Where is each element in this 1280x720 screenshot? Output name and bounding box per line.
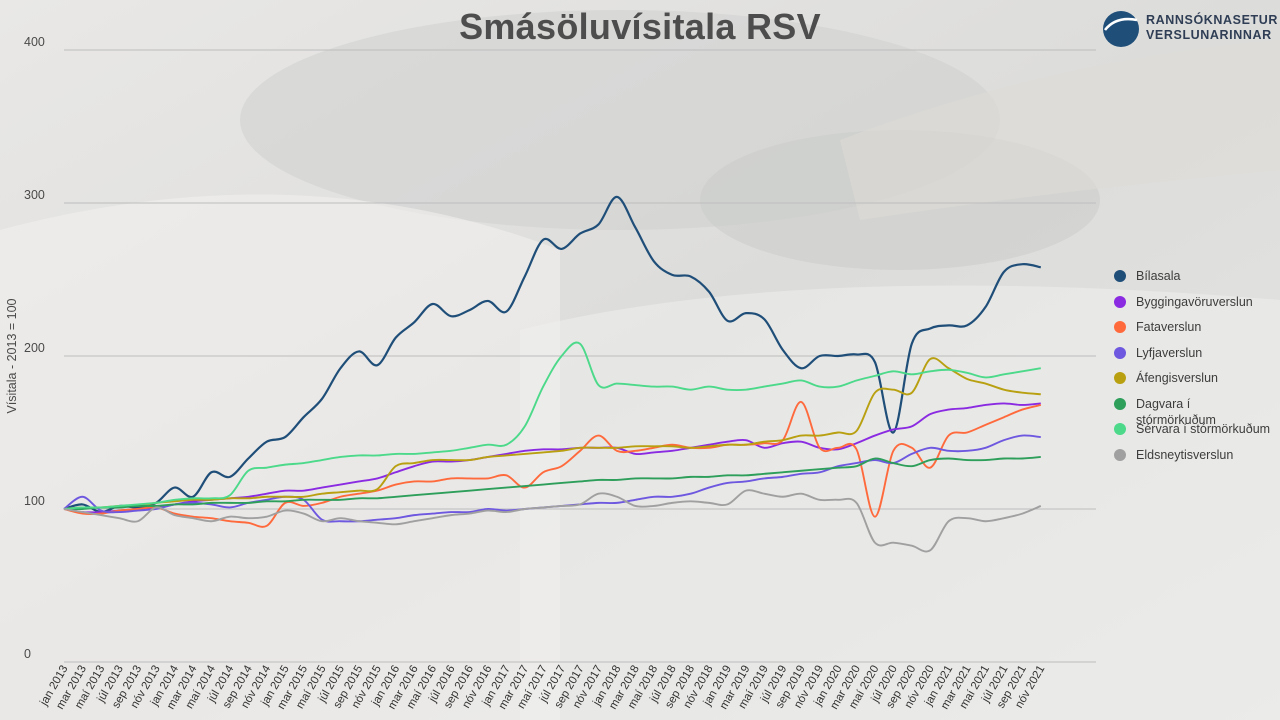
legend-dot-icon [1114, 270, 1126, 282]
logo-line-1: RANNSÓKNASETUR [1146, 13, 1279, 27]
legend-dot-icon [1114, 321, 1126, 333]
y-tick-label: 300 [24, 188, 45, 202]
logo-line-2: VERSLUNARINNAR [1146, 28, 1272, 42]
legend-dot-icon [1114, 346, 1126, 359]
legend-label: Eldsneytisverslun [1136, 447, 1234, 462]
y-tick-label: 400 [24, 35, 45, 49]
legend-item: Áfengisverslun [1114, 370, 1280, 396]
legend-dot-icon [1114, 423, 1126, 435]
series-line [63, 341, 1041, 510]
logo: RANNSÓKNASETUR VERSLUNARINNAR [1102, 10, 1277, 48]
legend-dot-icon [1114, 448, 1126, 461]
legend-item: Eldsneytisverslun [1114, 447, 1280, 473]
legend-item: Fataverslun [1114, 319, 1280, 345]
legend-item: Bílasala [1114, 268, 1280, 294]
y-tick-labels: 0 100 200 300 400 [24, 35, 45, 661]
legend-label: Sérvara í stórmörkuðum [1136, 422, 1271, 436]
legend-label: Bílasala [1136, 269, 1181, 283]
series-line [63, 402, 1041, 514]
series-line [63, 357, 1041, 510]
legend-item: Lyfjaverslun [1114, 345, 1280, 371]
gridlines [64, 49, 1096, 663]
legend-item: Byggingavöruverslun [1114, 294, 1280, 320]
legend-label: Dagvara í stórmörkuðum [1136, 396, 1216, 427]
series-lines [63, 195, 1042, 553]
legend-label: Áfengisverslun [1136, 371, 1218, 385]
legend-dot-icon [1114, 397, 1126, 410]
logo-circle-icon [1103, 11, 1139, 47]
legend-label: Byggingavöruverslun [1136, 294, 1253, 309]
y-tick-label: 0 [24, 647, 31, 661]
series-line [63, 456, 1041, 511]
series-line [63, 400, 1042, 528]
legend-label: Fataverslun [1136, 320, 1202, 334]
y-tick-label: 200 [24, 341, 45, 355]
series-line [63, 489, 1042, 553]
y-axis-label: Vísitala - 2013 = 100 [5, 298, 19, 413]
series-line [63, 195, 1042, 514]
legend-item: Sérvara í stórmörkuðum [1114, 421, 1280, 447]
chart-title: Smásöluvísitala RSV [459, 6, 821, 47]
y-tick-label: 100 [24, 494, 45, 508]
legend-item: Dagvara í stórmörkuðum [1114, 396, 1280, 427]
legend: Bílasala Byggingavöruverslun Fataverslun Ly… [1114, 268, 1280, 472]
legend-dot-icon [1114, 295, 1126, 308]
legend-dot-icon [1114, 372, 1126, 384]
legend-label: Lyfjaverslun [1136, 345, 1203, 360]
